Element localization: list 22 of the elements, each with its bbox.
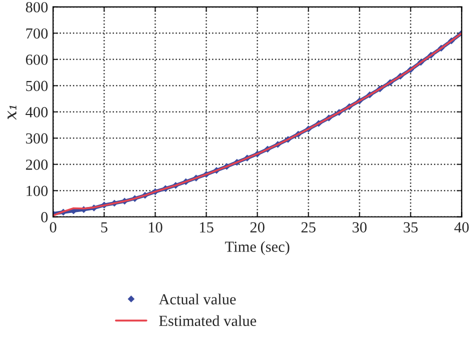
x-tick-label: 10 (148, 222, 162, 232)
y-tick-label: 100 (26, 186, 48, 196)
y-tick-label: 600 (26, 54, 48, 65)
x-tick-label: 25 (301, 222, 316, 232)
x-tick-label: 40 (454, 222, 469, 232)
legend-label: Actual value (158, 294, 236, 304)
y-tick-label: 200 (26, 160, 48, 170)
legend-label: Estimated value (159, 315, 256, 326)
y-tick-label: 800 (26, 2, 48, 12)
y-tick-label: 500 (26, 80, 48, 92)
x-tick-label: 30 (352, 222, 367, 232)
x-tick-label: 0 (50, 222, 56, 232)
y-axis-title: x₁ (8, 106, 16, 120)
y-tick-label: 0 (41, 212, 48, 222)
x-tick-label: 5 (101, 222, 108, 232)
y-tick-label: 300 (26, 133, 48, 144)
y-tick-label: 700 (26, 28, 48, 39)
x-tick-label: 15 (200, 222, 214, 232)
y-tick-label: 400 (26, 107, 48, 118)
x-axis-title: Time (sec) (225, 241, 290, 255)
x-tick-label: 20 (250, 222, 264, 232)
x-tick-label: 35 (404, 222, 418, 232)
